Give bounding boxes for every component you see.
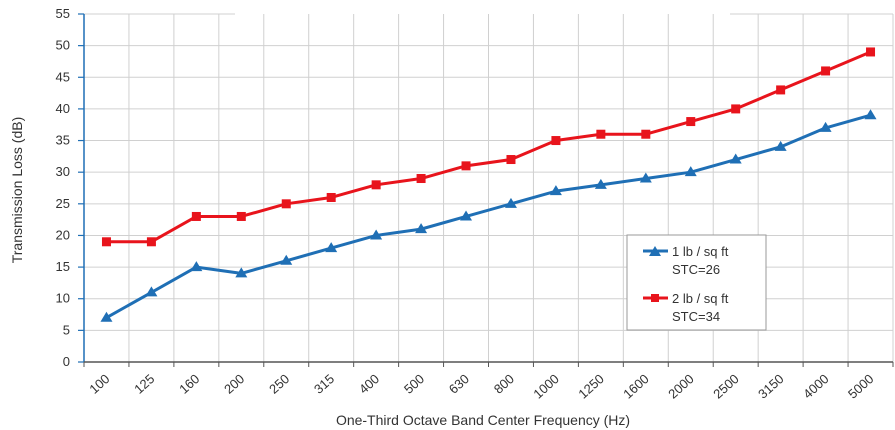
data-point-series-2 [281,199,291,209]
y-tick-label: 40 [56,101,70,116]
data-point-series-2 [686,117,696,127]
legend-stc-series-1: STC=26 [672,262,720,277]
y-tick-label: 15 [56,259,70,274]
data-point-series-2 [506,155,516,165]
legend-marker-series-2 [651,294,659,302]
x-tick-label: 200 [221,371,247,397]
x-tick-label: 3150 [755,371,787,401]
data-point-series-2 [371,180,381,190]
data-point-series-1 [549,185,562,196]
data-point-series-1 [774,140,787,151]
y-tick-label: 0 [63,354,70,369]
x-tick-label: 2000 [665,371,697,401]
x-axis-title: One-Third Octave Band Center Frequency (… [336,412,630,428]
y-tick-label: 30 [56,164,70,179]
x-tick-label: 1250 [575,371,607,401]
x-tick-label: 1600 [620,371,652,401]
legend-stc-series-2: STC=34 [672,309,720,324]
data-point-series-1 [100,311,113,322]
data-point-series-1 [370,229,383,240]
data-point-series-1 [504,197,517,208]
data-point-series-1 [325,242,338,253]
data-point-series-2 [461,161,471,171]
data-point-series-2 [236,211,246,221]
x-tick-label: 800 [491,371,517,397]
data-point-series-1 [864,109,877,120]
data-point-series-1 [415,223,428,234]
data-point-series-2 [596,129,606,139]
y-tick-label: 20 [56,227,70,242]
y-tick-label: 45 [56,69,70,84]
legend-label-series-2: 2 lb / sq ft [672,291,729,306]
x-tick-label: 100 [86,371,112,397]
axes [78,13,894,367]
data-point-series-2 [101,237,111,247]
legend-label-series-1: 1 lb / sq ft [672,244,729,259]
x-tick-label: 160 [176,371,202,397]
data-point-series-1 [729,153,742,164]
y-tick-label: 35 [56,133,70,148]
x-tick-label: 630 [446,371,472,397]
x-tick-label: 4000 [800,371,832,401]
data-point-series-1 [594,178,607,189]
data-point-series-2 [146,237,156,247]
data-point-series-2 [326,192,336,202]
data-point-series-2 [416,174,426,184]
data-point-series-2 [551,136,561,146]
data-point-series-2 [191,211,201,221]
data-point-series-1 [684,166,697,177]
x-tick-labels: 100 125 160 200 250 315 400 500 630 800 1000 1250 16… [86,371,876,401]
data-point-series-2 [641,129,651,139]
data-point-series-1 [145,286,158,297]
y-tick-labels: 0 5 10 15 20 25 30 35 40 45 50 55 [56,6,70,369]
data-point-series-1 [639,172,652,183]
x-tick-label: 1000 [530,371,562,401]
x-tick-label: 125 [131,371,157,397]
data-point-series-1 [235,267,248,278]
y-tick-label: 25 [56,196,70,211]
series-line-2 [106,50,872,244]
series-line-1 [105,113,871,320]
data-point-series-2 [776,85,786,95]
y-tick-label: 55 [56,6,70,21]
grid [84,13,894,362]
data-point-series-1 [819,121,832,132]
y-tick-label: 5 [63,322,70,337]
y-axis-title: Transmission Loss (dB) [9,117,25,264]
x-tick-label: 500 [401,371,427,397]
data-point-series-1 [460,210,473,221]
x-tick-label: 2500 [710,371,742,401]
series [100,47,877,322]
data-point-series-2 [821,66,831,76]
x-tick-label: 250 [266,371,292,397]
legend-marker-series-1 [649,246,661,256]
data-point-series-2 [866,47,876,57]
legend: 1 lb / sq ft STC=26 2 lb / sq ft STC=34 [626,234,767,331]
x-tick-label: 5000 [845,371,877,401]
y-tick-label: 50 [56,38,70,53]
x-tick-label: 315 [311,371,337,397]
y-tick-label: 10 [56,291,70,306]
data-point-series-1 [190,261,203,272]
data-point-series-1 [280,254,293,265]
x-tick-label: 400 [356,371,382,397]
data-point-series-2 [731,104,741,114]
